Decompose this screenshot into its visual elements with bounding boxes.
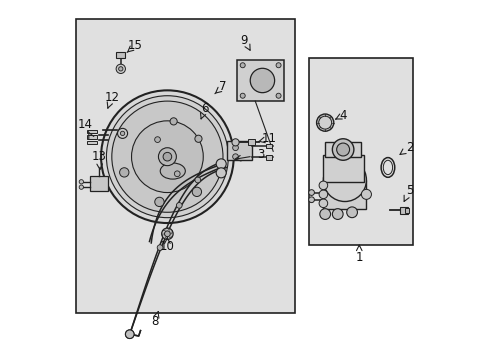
Text: 9: 9 [240, 33, 248, 47]
Text: 2: 2 [405, 141, 412, 154]
Text: 10: 10 [160, 240, 175, 253]
Circle shape [316, 114, 333, 131]
Circle shape [332, 139, 353, 160]
Bar [308, 58, 412, 244]
Bar [76, 19, 294, 313]
Bar [237, 60, 284, 101]
Bar [322, 155, 363, 182]
Circle shape [319, 181, 327, 190]
Circle shape [162, 228, 173, 239]
Circle shape [120, 168, 129, 177]
Circle shape [158, 148, 176, 166]
Circle shape [250, 68, 274, 93]
Bar [226, 140, 251, 160]
Circle shape [232, 154, 238, 159]
Circle shape [154, 197, 164, 207]
Text: 8: 8 [151, 315, 158, 328]
Text: 5: 5 [405, 184, 412, 197]
Circle shape [170, 118, 177, 125]
Text: 15: 15 [127, 39, 142, 52]
Circle shape [154, 137, 160, 143]
Circle shape [308, 190, 314, 195]
Bar [400, 207, 407, 214]
Bar [265, 155, 272, 159]
Circle shape [119, 67, 122, 71]
Circle shape [131, 121, 203, 193]
Bar [90, 176, 108, 191]
Circle shape [120, 131, 124, 135]
Circle shape [163, 152, 171, 161]
Bar [86, 140, 97, 144]
Circle shape [79, 185, 83, 189]
Circle shape [216, 168, 226, 178]
Circle shape [240, 93, 244, 98]
Bar [265, 144, 272, 148]
Circle shape [164, 231, 170, 237]
Circle shape [125, 330, 134, 338]
Text: 3: 3 [256, 148, 264, 161]
Circle shape [195, 135, 202, 142]
Text: 1: 1 [355, 251, 362, 264]
Circle shape [332, 209, 343, 220]
Circle shape [112, 101, 223, 212]
Circle shape [361, 189, 371, 199]
Circle shape [157, 245, 163, 251]
Circle shape [276, 63, 281, 68]
Text: 6: 6 [201, 102, 208, 115]
Text: 7: 7 [219, 80, 226, 93]
Circle shape [240, 63, 244, 68]
Text: 11: 11 [262, 132, 277, 145]
Circle shape [319, 190, 327, 199]
Circle shape [216, 159, 226, 169]
Bar [405, 208, 408, 213]
Circle shape [323, 158, 366, 202]
Text: 13: 13 [92, 150, 106, 163]
Circle shape [318, 116, 331, 129]
Text: 12: 12 [104, 91, 119, 104]
Circle shape [101, 90, 233, 223]
Circle shape [319, 199, 327, 208]
Bar [86, 135, 97, 139]
Circle shape [174, 171, 180, 177]
Circle shape [276, 93, 281, 98]
Circle shape [336, 143, 349, 156]
Bar [325, 142, 360, 157]
Circle shape [176, 203, 182, 208]
Bar [86, 130, 97, 134]
Circle shape [346, 207, 357, 218]
Text: 14: 14 [77, 118, 92, 131]
Circle shape [106, 96, 228, 218]
Circle shape [195, 177, 200, 183]
Circle shape [231, 139, 239, 146]
Circle shape [192, 187, 201, 197]
Circle shape [125, 330, 134, 338]
Bar [116, 52, 125, 58]
Circle shape [232, 145, 238, 150]
Circle shape [308, 197, 314, 203]
Circle shape [79, 180, 83, 184]
Ellipse shape [160, 163, 185, 179]
Circle shape [117, 129, 127, 138]
Circle shape [319, 209, 330, 220]
Bar [323, 180, 366, 209]
Bar [247, 139, 254, 145]
Circle shape [116, 64, 125, 73]
Text: 4: 4 [339, 109, 346, 122]
